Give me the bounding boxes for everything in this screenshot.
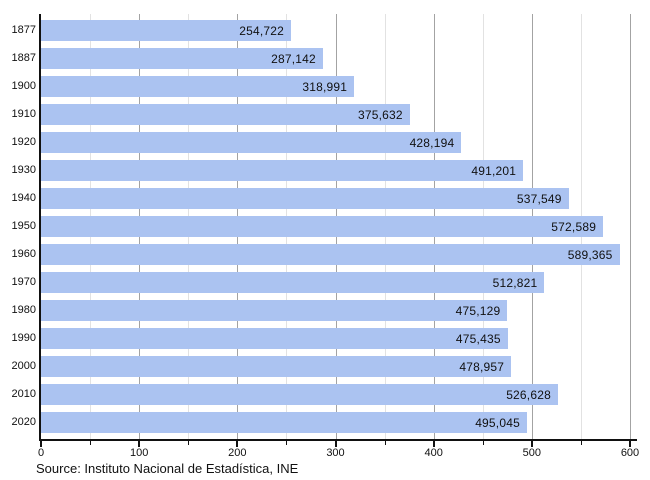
bar-2020: 495,045 bbox=[41, 412, 527, 433]
y-axis-label-1930: 1930 bbox=[11, 164, 36, 176]
y-axis-label-1920: 1920 bbox=[11, 136, 36, 148]
y-axis-label-2010: 2010 bbox=[11, 388, 36, 400]
bar-1930: 491,201 bbox=[41, 160, 524, 181]
y-axis-label-1990: 1990 bbox=[11, 332, 36, 344]
y-axis-label-1940: 1940 bbox=[11, 192, 36, 204]
bar-1960: 589,365 bbox=[41, 244, 620, 265]
y-axis-label-1877: 1877 bbox=[11, 24, 36, 36]
x-tick-label: 400 bbox=[424, 447, 443, 459]
bar-value-label: 475,435 bbox=[455, 331, 501, 346]
x-tick-minor bbox=[286, 441, 288, 445]
bar-value-label: 512,821 bbox=[492, 275, 538, 290]
x-tick-minor bbox=[384, 441, 386, 445]
x-tick-major bbox=[138, 441, 141, 447]
y-axis-label-1950: 1950 bbox=[11, 220, 36, 232]
x-tick-label: 100 bbox=[129, 447, 149, 459]
y-axis-label-1887: 1887 bbox=[11, 52, 36, 64]
x-tick-label: 300 bbox=[326, 447, 345, 459]
bar-1920: 428,194 bbox=[41, 132, 462, 153]
y-axis-label-1970: 1970 bbox=[11, 276, 36, 288]
x-tick-major bbox=[629, 441, 631, 447]
y-axis-line bbox=[39, 14, 41, 441]
bar-value-label: 475,129 bbox=[455, 303, 501, 318]
bar-1940: 537,549 bbox=[41, 188, 569, 209]
bar-value-label: 287,142 bbox=[271, 51, 316, 66]
bar-value-label: 495,045 bbox=[475, 415, 520, 430]
x-tick-major bbox=[334, 441, 337, 447]
x-tick-minor bbox=[188, 441, 190, 445]
bar-2000: 478,957 bbox=[41, 356, 512, 377]
y-axis-label-2000: 2000 bbox=[11, 360, 36, 372]
x-tick-major bbox=[530, 441, 533, 447]
bar-1950: 572,589 bbox=[41, 216, 604, 237]
bar-value-label: 318,991 bbox=[302, 79, 348, 94]
x-tick-minor bbox=[580, 441, 582, 445]
x-tick-major bbox=[432, 441, 435, 447]
y-axis-label-1910: 1910 bbox=[11, 108, 36, 120]
bar-value-label: 428,194 bbox=[409, 135, 455, 150]
bar-1980: 475,129 bbox=[41, 300, 508, 321]
bar-1887: 287,142 bbox=[41, 48, 323, 69]
bar-value-label: 375,632 bbox=[357, 107, 403, 122]
y-axis-label-1900: 1900 bbox=[11, 80, 36, 92]
x-tick-minor bbox=[482, 441, 484, 445]
bar-1910: 375,632 bbox=[41, 104, 410, 125]
y-axis-label-1960: 1960 bbox=[11, 248, 36, 260]
bar-1990: 475,435 bbox=[41, 328, 508, 349]
x-tick-label: 500 bbox=[522, 447, 541, 459]
x-tick-label: 600 bbox=[620, 447, 640, 459]
source-note: Source: Instituto Nacional de Estadístic… bbox=[36, 461, 299, 476]
bar-1877: 254,722 bbox=[41, 20, 292, 41]
x-tick-label: 0 bbox=[37, 447, 45, 459]
x-tick-major bbox=[236, 441, 239, 447]
y-axis-label-1980: 1980 bbox=[11, 304, 36, 316]
bar-value-label: 589,365 bbox=[567, 247, 613, 262]
bar-value-label: 254,722 bbox=[239, 23, 285, 38]
x-axis-line bbox=[39, 439, 637, 441]
bar-value-label: 572,589 bbox=[551, 219, 597, 234]
y-axis-label-2020: 2020 bbox=[11, 416, 36, 428]
x-tick-label: 200 bbox=[228, 447, 247, 459]
x-tick-major bbox=[40, 441, 42, 447]
bar-1970: 512,821 bbox=[41, 272, 545, 293]
bar-value-label: 478,957 bbox=[459, 359, 505, 374]
bar-2010: 526,628 bbox=[41, 384, 558, 405]
x-tick-minor bbox=[90, 441, 92, 445]
bar-value-label: 491,201 bbox=[471, 163, 517, 178]
bar-value-label: 537,549 bbox=[516, 191, 562, 206]
bar-1900: 318,991 bbox=[41, 76, 355, 97]
bar-value-label: 526,628 bbox=[506, 387, 551, 402]
grid-line-major bbox=[630, 14, 631, 439]
